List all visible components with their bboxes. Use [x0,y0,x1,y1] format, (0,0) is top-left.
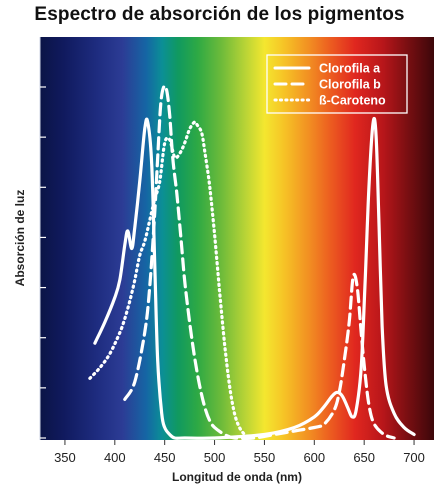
x-axis-label: Longitud de onda (nm) [172,470,302,484]
x-tick-label: 550 [254,450,276,465]
x-tick-label: 400 [104,450,126,465]
legend: Clorofila a Clorofila b ß-Caroteno [266,54,408,114]
x-tick-label: 600 [303,450,325,465]
legend-label: ß-Caroteno [319,94,386,108]
x-tick-label: 700 [403,450,425,465]
y-axis-label: Absorción de luz [13,190,27,287]
x-tick-label: 350 [54,450,76,465]
series-line-dashed [123,84,396,440]
series-layer [88,84,416,440]
legend-label: Clorofila b [319,78,381,92]
series-line-solid [93,116,416,440]
y-axis [39,37,46,440]
x-tick-label: 450 [154,450,176,465]
chart-title: Espectro de absorción de los pigmentos [34,4,405,25]
x-axis: 350 400 450 500 550 600 650 700 [54,440,425,465]
x-tick-label: 650 [353,450,375,465]
legend-label: Clorofila a [319,62,381,76]
legend-box [266,54,408,114]
x-tick-label: 500 [204,450,226,465]
series-line-dotted [88,120,247,437]
